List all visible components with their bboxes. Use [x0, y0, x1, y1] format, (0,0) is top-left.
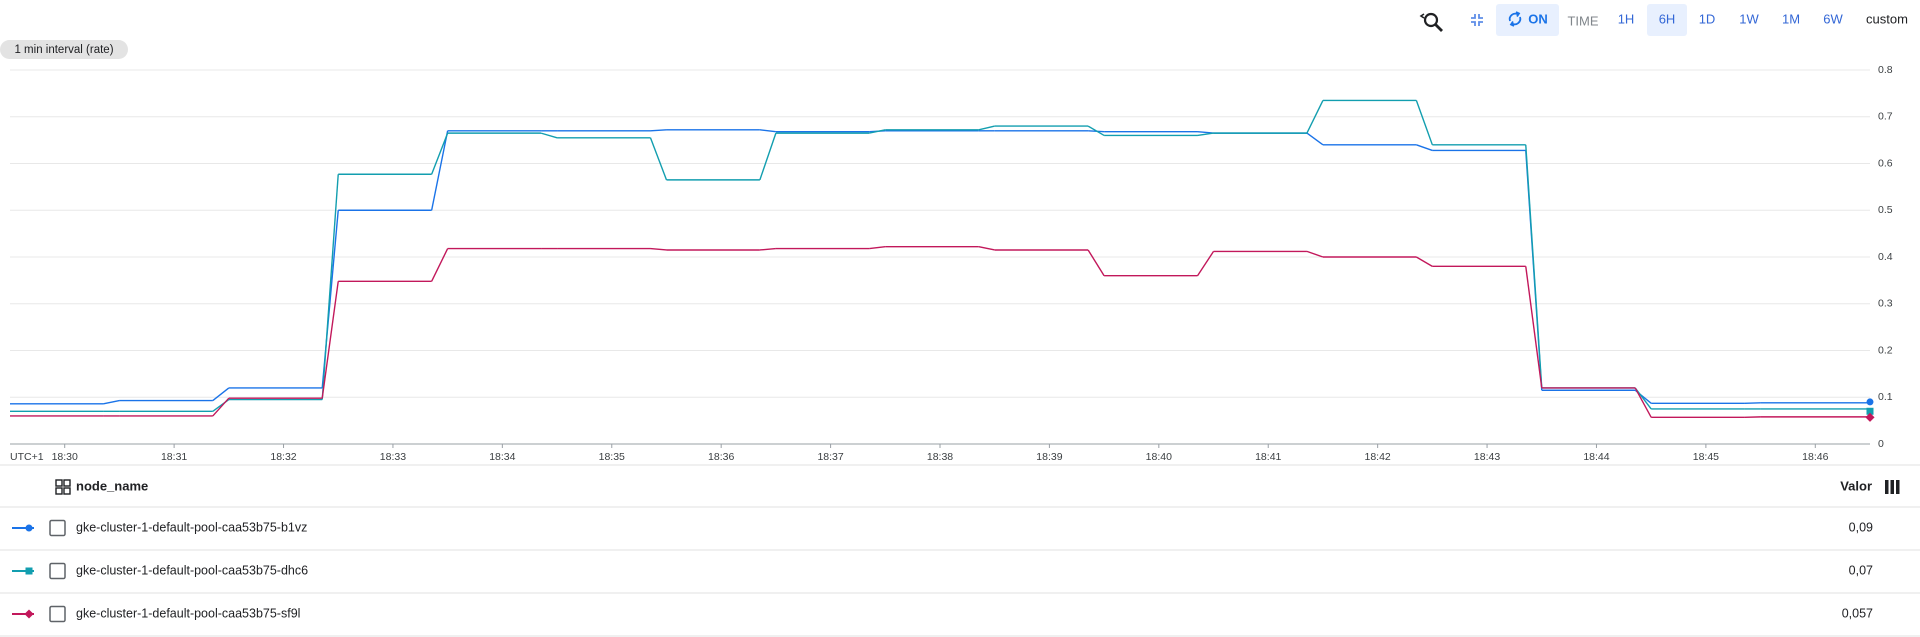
line-step — [321, 281, 339, 399]
row-value: 0,09 — [1849, 520, 1873, 534]
x-tick-label: 18:42 — [1365, 451, 1391, 463]
line-step — [869, 246, 886, 250]
columns-icon[interactable] — [1885, 480, 1900, 494]
series — [10, 246, 1875, 422]
line-step — [1087, 125, 1105, 137]
x-tick-label: 18:46 — [1802, 451, 1828, 463]
row-checkbox[interactable] — [49, 605, 66, 623]
x-tick-label: 18:38 — [927, 451, 953, 463]
x-tick-label: 18:35 — [599, 451, 625, 463]
range-button[interactable]: 1H — [1618, 11, 1635, 26]
range-button[interactable]: 6W — [1823, 11, 1843, 26]
x-tick-label: 18:41 — [1255, 451, 1281, 463]
row-name: gke-cluster-1-default-pool-caa53b75-b1vz — [76, 520, 307, 534]
group-icon[interactable] — [55, 479, 71, 495]
x-tick-label: 18:45 — [1693, 451, 1719, 463]
line-step — [321, 174, 339, 400]
line-step — [103, 399, 120, 405]
range-button[interactable]: 1W — [1739, 11, 1759, 26]
time-button[interactable]: TIME — [1567, 13, 1598, 28]
x-tick-label: 18:32 — [270, 451, 296, 463]
line-step — [1197, 132, 1214, 137]
line-step — [212, 397, 230, 417]
y-tick-label: 0.8 — [1878, 64, 1893, 76]
line-step — [1306, 132, 1324, 146]
line-step — [759, 132, 777, 181]
line-step — [1306, 250, 1324, 258]
compress-icon[interactable] — [1471, 14, 1483, 26]
line-step — [869, 129, 886, 134]
line-step — [1416, 144, 1433, 152]
line-step — [430, 132, 449, 175]
x-tick-label: 18:30 — [52, 451, 78, 463]
x-tick-label: 18:40 — [1146, 451, 1172, 463]
y-tick-label: 0.4 — [1878, 251, 1893, 263]
x-tick-label: 18:36 — [708, 451, 734, 463]
series — [10, 99, 1874, 415]
refresh-icon[interactable] — [1508, 11, 1522, 27]
range-selected-bg — [1647, 4, 1687, 36]
refresh-button-bg[interactable] — [1496, 4, 1559, 36]
x-tick-label: 18:44 — [1583, 451, 1609, 463]
y-tick-label: 0.2 — [1878, 344, 1893, 356]
row-name: gke-cluster-1-default-pool-caa53b75-dhc6 — [76, 563, 308, 577]
interval-label: 1 min interval (rate) — [14, 44, 113, 56]
x-tick-label: 18:34 — [489, 451, 515, 463]
x-tick-label: 18:43 — [1474, 451, 1500, 463]
custom-range[interactable]: custom — [1866, 11, 1908, 26]
column-header[interactable]: node_name — [76, 478, 148, 493]
line-step — [430, 130, 449, 211]
row-checkbox[interactable] — [49, 562, 66, 580]
column-header[interactable]: Valor — [1840, 478, 1872, 493]
legend-marker — [25, 524, 33, 532]
line-step — [1196, 251, 1215, 277]
y-tick-label: 0.6 — [1878, 157, 1893, 169]
line-step — [650, 129, 667, 132]
line-step — [1525, 266, 1543, 388]
end-marker — [1866, 407, 1874, 415]
series — [10, 129, 1874, 406]
line-step — [1525, 144, 1543, 388]
range-button[interactable]: 1M — [1782, 11, 1800, 26]
interval-chip — [0, 40, 128, 59]
line-step — [540, 132, 558, 139]
end-marker — [1866, 398, 1874, 406]
y-tick-label: 0.1 — [1878, 391, 1893, 403]
legend-marker — [24, 609, 34, 619]
line-step — [212, 387, 230, 402]
line-step — [759, 129, 776, 133]
x-tick-label: 18:33 — [380, 451, 406, 463]
line-step — [1087, 249, 1105, 277]
zoom-icon[interactable] — [1419, 12, 1443, 32]
row-value: 0,07 — [1849, 563, 1873, 577]
x-tick-label: 18:31 — [161, 451, 187, 463]
row-name: gke-cluster-1-default-pool-caa53b75-sf9l — [76, 606, 300, 620]
timezone-label: UTC+1 — [10, 451, 44, 463]
line-step — [1634, 387, 1652, 418]
line-step — [759, 247, 776, 251]
row-checkbox[interactable] — [49, 519, 66, 537]
y-tick-label: 0 — [1878, 438, 1884, 450]
row-value: 0,057 — [1842, 606, 1873, 620]
x-tick-label: 18:39 — [1036, 451, 1062, 463]
end-marker — [1865, 412, 1875, 422]
range-button[interactable]: 6H — [1659, 11, 1676, 26]
legend-marker — [25, 567, 33, 575]
line-step — [1415, 100, 1434, 146]
line-step — [1415, 256, 1433, 267]
line-step — [978, 125, 995, 131]
line-step — [431, 248, 449, 282]
line-step — [978, 246, 995, 251]
line-step — [649, 137, 668, 181]
x-tick-label: 18:37 — [817, 451, 843, 463]
y-tick-label: 0.7 — [1878, 111, 1893, 123]
refresh-toggle[interactable]: ON — [1528, 11, 1548, 26]
line-step — [650, 247, 667, 251]
range-button[interactable]: 1D — [1699, 11, 1716, 26]
y-tick-label: 0.5 — [1878, 204, 1893, 216]
line-step — [1306, 100, 1324, 134]
y-tick-label: 0.3 — [1878, 298, 1893, 310]
